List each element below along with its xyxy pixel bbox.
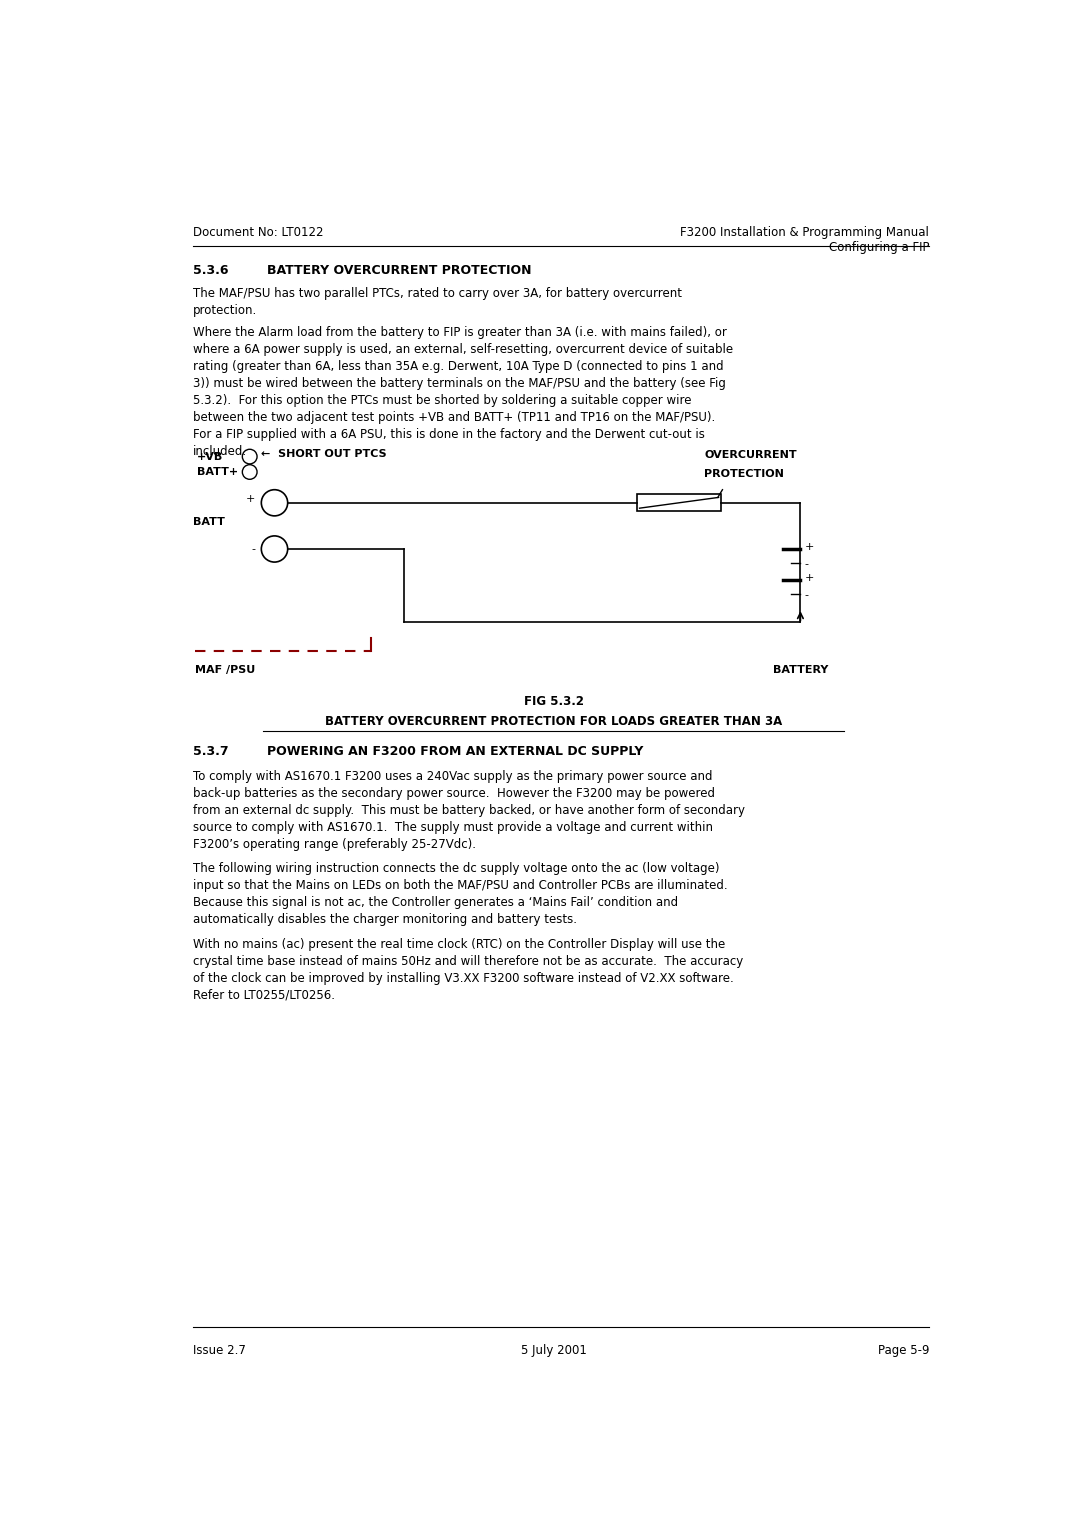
Text: MAF /PSU: MAF /PSU (194, 666, 255, 675)
Text: 5 July 2001: 5 July 2001 (521, 1344, 586, 1358)
Text: The MAF/PSU has two parallel PTCs, rated to carry over 3A, for battery overcurre: The MAF/PSU has two parallel PTCs, rated… (193, 287, 683, 318)
Text: +: + (246, 493, 255, 504)
Text: PROTECTION: PROTECTION (704, 469, 784, 478)
Text: -: - (805, 591, 808, 600)
Text: Page 5-9: Page 5-9 (878, 1344, 930, 1358)
Text: Where the Alarm load from the battery to FIP is greater than 3A (i.e. with mains: Where the Alarm load from the battery to… (193, 325, 733, 458)
Text: BATTERY OVERCURRENT PROTECTION: BATTERY OVERCURRENT PROTECTION (267, 264, 531, 276)
Text: +: + (805, 542, 813, 553)
Text: To comply with AS1670.1 F3200 uses a 240Vac supply as the primary power source a: To comply with AS1670.1 F3200 uses a 240… (193, 770, 745, 851)
Bar (637, 495, 721, 512)
Text: BATT+: BATT+ (197, 467, 238, 476)
Text: The following wiring instruction connects the dc supply voltage onto the ac (low: The following wiring instruction connect… (193, 863, 728, 927)
Text: ←  SHORT OUT PTCS: ← SHORT OUT PTCS (260, 449, 387, 458)
Text: With no mains (ac) present the real time clock (RTC) on the Controller Display w: With no mains (ac) present the real time… (193, 938, 743, 1002)
Text: BATTERY OVERCURRENT PROTECTION FOR LOADS GREATER THAN 3A: BATTERY OVERCURRENT PROTECTION FOR LOADS… (325, 715, 782, 728)
Text: BATTERY: BATTERY (772, 666, 828, 675)
Text: POWERING AN F3200 FROM AN EXTERNAL DC SUPPLY: POWERING AN F3200 FROM AN EXTERNAL DC SU… (267, 745, 643, 759)
Text: BATT: BATT (193, 518, 225, 527)
Text: +: + (805, 573, 813, 583)
Text: 5.3.6: 5.3.6 (193, 264, 229, 276)
Text: Document No: LT0122: Document No: LT0122 (193, 226, 324, 238)
Text: F3200 Installation & Programming Manual: F3200 Installation & Programming Manual (680, 226, 930, 238)
Text: +VB: +VB (197, 452, 224, 461)
Text: -: - (805, 559, 808, 570)
Text: -: - (252, 544, 255, 554)
Text: Configuring a FIP: Configuring a FIP (828, 241, 930, 253)
Text: 5.3.7: 5.3.7 (193, 745, 229, 759)
Text: Issue 2.7: Issue 2.7 (193, 1344, 246, 1358)
Text: OVERCURRENT: OVERCURRENT (704, 450, 797, 460)
Text: FIG 5.3.2: FIG 5.3.2 (524, 695, 583, 709)
